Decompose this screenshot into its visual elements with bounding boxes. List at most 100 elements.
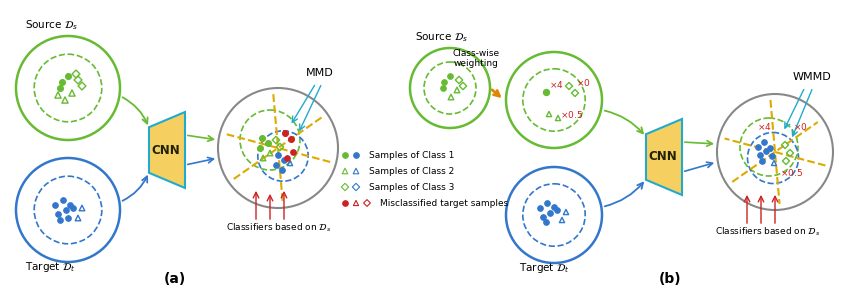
Text: (a): (a) (164, 272, 186, 286)
Point (338, 153, 352, 157)
Point (283, 161, 296, 165)
Text: (b): (b) (659, 272, 682, 286)
Text: $\times$4: $\times$4 (757, 121, 772, 132)
Point (544, 210, 557, 215)
Point (55, 80, 69, 85)
Point (757, 140, 771, 144)
Point (349, 201, 363, 205)
Point (443, 74, 457, 79)
Point (542, 111, 556, 116)
Point (262, 141, 275, 146)
Text: Source $\mathcal{D}_s$: Source $\mathcal{D}_s$ (415, 30, 469, 44)
Point (72, 78, 85, 82)
Text: CNN: CNN (152, 143, 181, 156)
Point (759, 149, 773, 153)
Point (539, 220, 553, 224)
Point (765, 154, 779, 159)
Point (550, 207, 564, 212)
Point (271, 153, 285, 157)
Point (275, 168, 289, 172)
Point (49, 203, 62, 207)
Point (61, 74, 75, 79)
Point (755, 159, 769, 163)
Point (444, 95, 458, 99)
Point (778, 143, 792, 147)
Point (279, 130, 292, 135)
Text: $\times$4: $\times$4 (549, 79, 564, 90)
Point (263, 151, 277, 156)
Point (72, 216, 85, 220)
Point (338, 169, 352, 173)
Point (53, 217, 66, 222)
Point (360, 201, 374, 205)
Point (349, 169, 363, 173)
Point (349, 153, 363, 157)
Point (53, 85, 66, 90)
Point (253, 146, 267, 150)
Point (436, 85, 450, 90)
Polygon shape (646, 119, 682, 195)
Point (66, 206, 80, 210)
Point (75, 206, 89, 210)
Point (780, 159, 793, 163)
Point (256, 156, 270, 160)
Point (338, 201, 352, 205)
Point (56, 198, 70, 202)
Point (437, 80, 451, 85)
Text: Source $\mathcal{D}_s$: Source $\mathcal{D}_s$ (25, 18, 78, 32)
Point (763, 146, 777, 150)
Point (280, 156, 294, 160)
Point (456, 84, 469, 88)
Text: CNN: CNN (648, 150, 677, 163)
Text: $\times$0: $\times$0 (576, 77, 590, 88)
Text: MMD: MMD (306, 68, 334, 78)
Point (58, 98, 72, 102)
Text: Classifiers based on $\mathcal{D}_s$: Classifiers based on $\mathcal{D}_s$ (715, 225, 820, 237)
Point (556, 217, 569, 222)
Text: Samples of Class 3: Samples of Class 3 (369, 183, 454, 192)
Point (568, 91, 582, 95)
Point (547, 204, 561, 209)
Text: $\times$0: $\times$0 (793, 121, 808, 132)
Point (349, 185, 363, 189)
Point (450, 88, 463, 92)
Polygon shape (149, 112, 185, 188)
Point (269, 162, 283, 167)
Point (767, 161, 780, 165)
Point (540, 201, 554, 205)
Point (269, 138, 283, 143)
Point (285, 137, 298, 141)
Point (256, 136, 269, 140)
Point (536, 215, 550, 220)
Point (63, 203, 77, 207)
Point (61, 216, 75, 220)
Text: Misclassified target samples: Misclassified target samples (380, 199, 509, 208)
Text: Target $\mathcal{D}_t$: Target $\mathcal{D}_t$ (25, 260, 76, 274)
Text: Class-wise
weighting: Class-wise weighting (452, 49, 499, 68)
Point (286, 149, 300, 154)
Point (59, 207, 72, 212)
Point (533, 206, 547, 210)
Point (273, 145, 287, 149)
Point (51, 212, 65, 217)
Point (551, 116, 565, 120)
Point (51, 93, 65, 98)
Point (783, 151, 797, 156)
Point (452, 78, 466, 82)
Point (75, 84, 89, 88)
Text: $\times$0.5: $\times$0.5 (780, 167, 803, 178)
Point (559, 210, 573, 214)
Point (277, 158, 291, 162)
Point (338, 185, 352, 189)
Point (66, 91, 79, 95)
Text: $\times$0.5: $\times$0.5 (560, 109, 583, 120)
Point (562, 84, 576, 88)
Text: WMMD: WMMD (793, 72, 832, 82)
Text: Target $\mathcal{D}_t$: Target $\mathcal{D}_t$ (519, 261, 570, 275)
Point (751, 145, 765, 149)
Point (753, 153, 767, 157)
Point (69, 72, 83, 76)
Text: Classifiers based on $\mathcal{D}_s$: Classifiers based on $\mathcal{D}_s$ (226, 221, 331, 233)
Point (539, 90, 553, 95)
Text: Samples of Class 2: Samples of Class 2 (369, 167, 454, 176)
